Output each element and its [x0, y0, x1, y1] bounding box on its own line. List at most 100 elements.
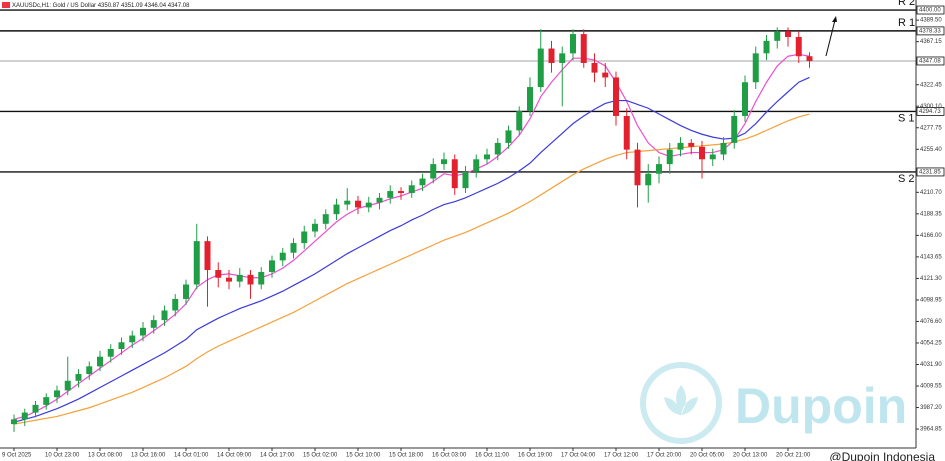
price-box [916, 5, 945, 15]
symbol-icon [2, 2, 10, 8]
watermark: Dupoin [735, 378, 907, 434]
x-tick-label: 10 Oct 23:00 [45, 453, 80, 459]
y-tick-label: 3964.85 [920, 427, 942, 433]
y-tick-label: 4210.70 [920, 190, 942, 196]
candle-body [64, 380, 71, 391]
candle-body [107, 349, 114, 357]
candle-body [806, 56, 813, 62]
candle-body [709, 154, 716, 160]
candle-body [656, 164, 662, 174]
candle-body [763, 40, 770, 54]
candle-body [258, 271, 265, 285]
candle-body [172, 298, 179, 311]
candle-body [344, 200, 351, 205]
price-box [916, 106, 945, 116]
level-name: R 1 [898, 17, 915, 29]
candle-body [43, 397, 50, 405]
y-tick-label: 4300.10 [920, 104, 942, 110]
candle-body [441, 159, 447, 165]
candle-body [785, 31, 791, 37]
candle-body [86, 366, 93, 375]
candle-body [419, 178, 426, 186]
candle-body [527, 87, 533, 112]
y-tick-label: 4121.30 [920, 276, 942, 282]
candle-body [247, 274, 254, 285]
candle-body [365, 202, 372, 208]
candle-body [161, 310, 168, 321]
x-tick-label: 14 Oct 17:00 [260, 453, 295, 459]
candle-body [387, 191, 394, 198]
y-tick-label: 4031.90 [920, 362, 942, 368]
candle-body [236, 274, 243, 282]
level-name: R 2 [898, 0, 915, 8]
candle-body [795, 36, 802, 57]
y-tick-label: 4143.65 [920, 254, 942, 260]
x-tick-label: 14 Oct 09:00 [217, 453, 252, 459]
candle-body [129, 335, 136, 343]
candle-body [666, 149, 673, 165]
x-tick-label: 14 Oct 01:00 [174, 453, 209, 459]
candle-body [451, 159, 458, 189]
candle-body [505, 130, 512, 143]
candle-body [312, 223, 318, 232]
candle-body [54, 390, 60, 398]
candle-body [645, 173, 652, 186]
x-tick-label: 16 Oct 11:00 [475, 453, 510, 459]
price-box-label: 4294.73 [919, 109, 941, 115]
candle-body [150, 320, 157, 328]
candle-body [140, 327, 146, 336]
candle-body [21, 412, 28, 420]
watermark-logo [640, 362, 722, 444]
x-tick-label: 13 Oct 16:00 [131, 453, 166, 459]
candle-body [398, 191, 404, 193]
candle-body [494, 142, 501, 155]
candle-body [591, 62, 598, 73]
credit: @Dupoin Indonesia [829, 450, 935, 461]
candle-body [301, 231, 308, 244]
candle-body [355, 200, 361, 208]
candle-body [688, 142, 695, 147]
price-box [916, 56, 945, 66]
candle-body [623, 115, 630, 150]
candle-body [602, 72, 609, 78]
price-box-label: 4400.00 [919, 8, 941, 14]
candle-body [720, 142, 727, 155]
x-tick-label: 17 Oct 04:00 [561, 453, 596, 459]
candle-body [183, 284, 189, 299]
candle-body [118, 342, 125, 350]
candle-body [484, 154, 490, 160]
candle-body [559, 53, 566, 63]
price-box-label: 4378.33 [919, 28, 941, 34]
x-tick-label: 15 Oct 10:00 [346, 453, 381, 459]
candle-body [537, 48, 544, 88]
moving-average [13, 76, 810, 423]
x-tick-label: 13 Oct 08:00 [88, 453, 123, 459]
candle-body [742, 82, 748, 116]
y-tick-label: 3987.20 [920, 405, 942, 411]
x-tick-label: 20 Oct 05:00 [690, 453, 725, 459]
candle-body [752, 53, 759, 83]
x-tick-label: 17 Oct 12:00 [604, 453, 639, 459]
level-name: S 2 [898, 173, 915, 185]
candle-body [430, 164, 437, 179]
y-tick-label: 4009.55 [920, 384, 942, 390]
candle-body [473, 159, 480, 172]
y-tick-label: 4188.35 [920, 211, 942, 217]
candle-body [204, 241, 211, 271]
y-tick-label: 4255.40 [920, 147, 942, 153]
y-tick-label: 4098.95 [920, 298, 942, 304]
candle-body [634, 149, 641, 186]
y-tick-label: 4166.00 [920, 233, 942, 239]
candle-body [408, 185, 415, 193]
x-tick-label: 16 Oct 03:00 [432, 453, 467, 459]
candle-body [462, 171, 469, 189]
candle-body [580, 34, 587, 63]
x-tick-label: 20 Oct 21:00 [776, 453, 811, 459]
candle-body [269, 260, 275, 272]
candle-body [75, 374, 82, 381]
x-tick-label: 15 Oct 02:00 [303, 453, 338, 459]
current-price-label: 4347.08 [919, 59, 941, 65]
